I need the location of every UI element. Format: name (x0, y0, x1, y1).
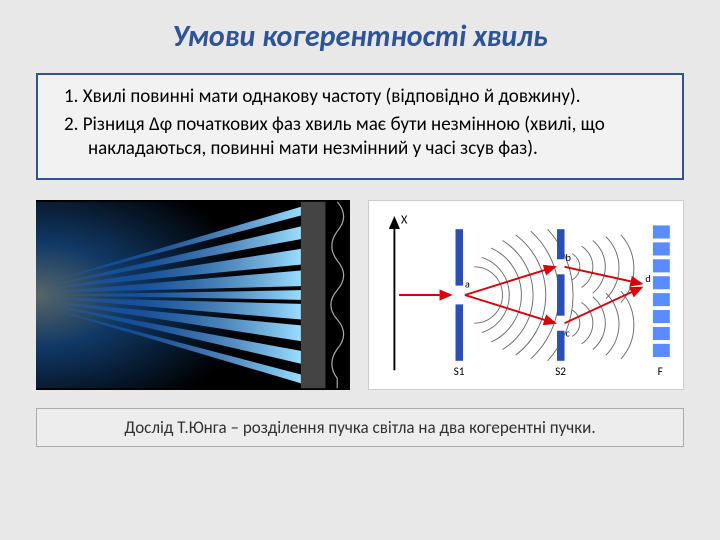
screen-fringes (653, 226, 670, 358)
condition-1-num: 1. (64, 85, 78, 108)
c-label: c (565, 327, 570, 340)
axis-x-label: X (401, 213, 408, 228)
page-title: Умови когерентності хвиль (0, 0, 720, 65)
light-beams-svg (36, 200, 350, 390)
condition-1: 1. Хвилі повинні мати однакову частоту (… (52, 85, 668, 109)
images-row: X S1 a S2 b c (0, 194, 720, 398)
d-label: d (645, 272, 650, 285)
conditions-box: 1. Хвилі повинні мати однакову частоту (… (36, 73, 684, 180)
footer-caption: Дослід Т.Юнга – розділення пучка світла … (36, 408, 684, 447)
s1-label: S1 (454, 365, 465, 379)
young-diagram-figure: X S1 a S2 b c (368, 200, 684, 390)
s2-label: S2 (555, 365, 566, 379)
condition-2-text: Різниця Δφ початкових фаз хвиль має бути… (83, 113, 605, 160)
light-beams-figure (36, 200, 350, 390)
condition-2: 2. Різниця Δφ початкових фаз хвиль має б… (52, 113, 668, 161)
condition-1-text: Хвилі повинні мати однакову частоту (від… (83, 85, 581, 108)
b-label: b (565, 251, 571, 264)
young-diagram-svg: X S1 a S2 b c (369, 201, 683, 389)
f-label: F (658, 365, 663, 379)
a-label: a (465, 278, 470, 291)
condition-2-num: 2. (64, 113, 78, 136)
